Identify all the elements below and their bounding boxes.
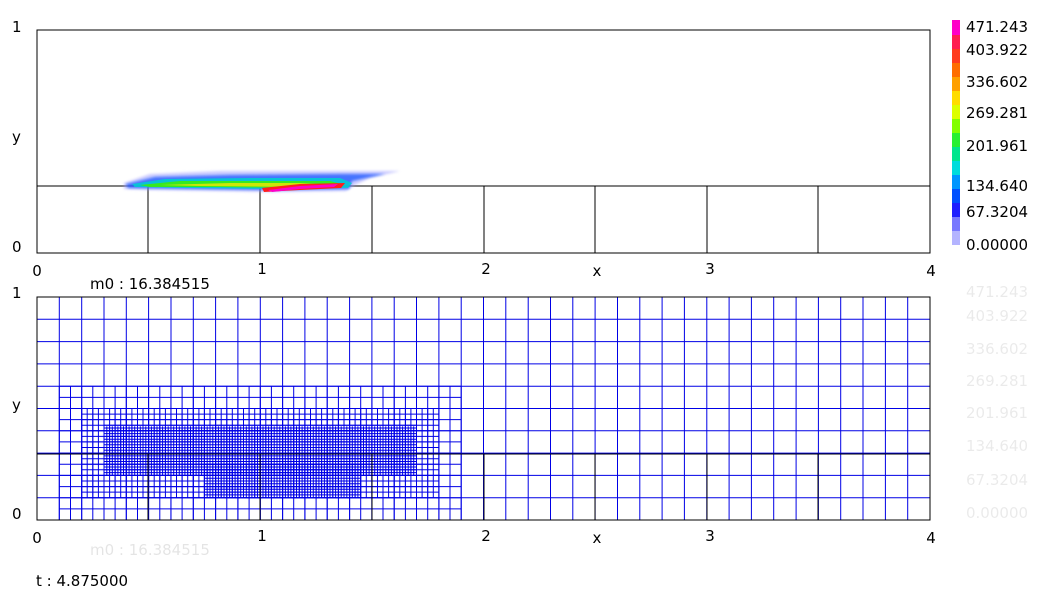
bottom-xtick-3: 3 [705,527,715,545]
top-ytick-0: 0 [12,238,22,256]
colorbar-label: 269.281 [966,104,1028,122]
top-panel: 1 y 0 0 1 2 x 3 4 m0 : 16.384515 [12,18,1028,293]
colorbar-label: 471.243 [966,283,1028,301]
bottom-panel: 1 y 0 0 1 2 x 3 4 m0 : 16.384515 471.243… [12,283,1028,559]
bottom-xtick-0: 0 [32,529,42,547]
bottom-xtick-4: 4 [926,529,936,547]
bottom-ytick-1: 1 [12,284,22,302]
top-axes: 1 y 0 0 1 2 x 3 4 m0 : 16.384515 [12,18,936,293]
bottom-coarse-grid [37,453,930,520]
colorbar-label: 134.640 [966,177,1028,195]
top-coarse-grid [37,185,930,253]
top-xlabel: x [593,262,602,280]
colorbar-swatch [952,35,960,49]
colorbar-label: 269.281 [966,372,1028,390]
colorbar-label: 67.3204 [966,471,1028,489]
colorbar-swatch [952,20,960,35]
bottom-annotation: m0 : 16.384515 [90,541,210,559]
bottom-axes: 1 y 0 0 1 2 x 3 4 m0 : 16.384515 [12,284,936,559]
bottom-ytick-0: 0 [12,505,22,523]
colorbar-swatch [952,91,960,105]
top-colorbar: 471.243 403.922 336.602 269.281 201.961 … [952,18,1028,254]
colorbar-label: 403.922 [966,307,1028,325]
colorbar-label: 336.602 [966,340,1028,358]
colorbar-label: 403.922 [966,41,1028,59]
colorbar-swatch [952,133,960,147]
time-label: t : 4.875000 [36,572,128,590]
colorbar-swatch [952,119,960,133]
colorbar-swatch [952,231,960,245]
colorbar-swatch [952,189,960,203]
bottom-xtick-2: 2 [481,527,491,545]
colorbar-swatch [952,203,960,217]
bottom-colorbar-faded: 471.243 403.922 336.602 269.281 201.961 … [966,283,1028,522]
colorbar-label: 201.961 [966,404,1028,422]
top-xtick-3: 3 [705,260,715,278]
bottom-plot-frame [36,296,931,521]
colorbar-swatch [952,217,960,231]
colorbar-swatch [952,105,960,119]
colorbar-label: 0.00000 [966,504,1028,522]
top-annotation: m0 : 16.384515 [90,275,210,293]
bottom-xlabel: x [593,529,602,547]
colorbar-swatch [952,77,960,91]
colorbar-swatch [952,175,960,189]
bottom-ylabel: y [12,396,21,414]
top-xtick-2: 2 [481,260,491,278]
adaptive-mesh [36,296,931,521]
top-ytick-1: 1 [12,18,22,36]
colorbar-swatch [952,161,960,175]
colorbar-label: 201.961 [966,137,1028,155]
top-field-blob [124,171,400,192]
top-xtick-1: 1 [257,260,267,278]
top-ylabel: y [12,128,21,146]
bottom-xtick-1: 1 [257,527,267,545]
colorbar-label: 134.640 [966,437,1028,455]
colorbar-label: 67.3204 [966,203,1028,221]
top-xtick-0: 0 [32,262,42,280]
colorbar-label: 0.00000 [966,236,1028,254]
colorbar-swatch [952,63,960,77]
top-xtick-4: 4 [926,262,936,280]
colorbar-swatch [952,49,960,63]
top-plot-frame [36,29,931,254]
colorbar-swatch [952,147,960,161]
colorbar-label: 471.243 [966,18,1028,36]
field-peak-magenta [268,184,338,192]
colorbar-label: 336.602 [966,73,1028,91]
